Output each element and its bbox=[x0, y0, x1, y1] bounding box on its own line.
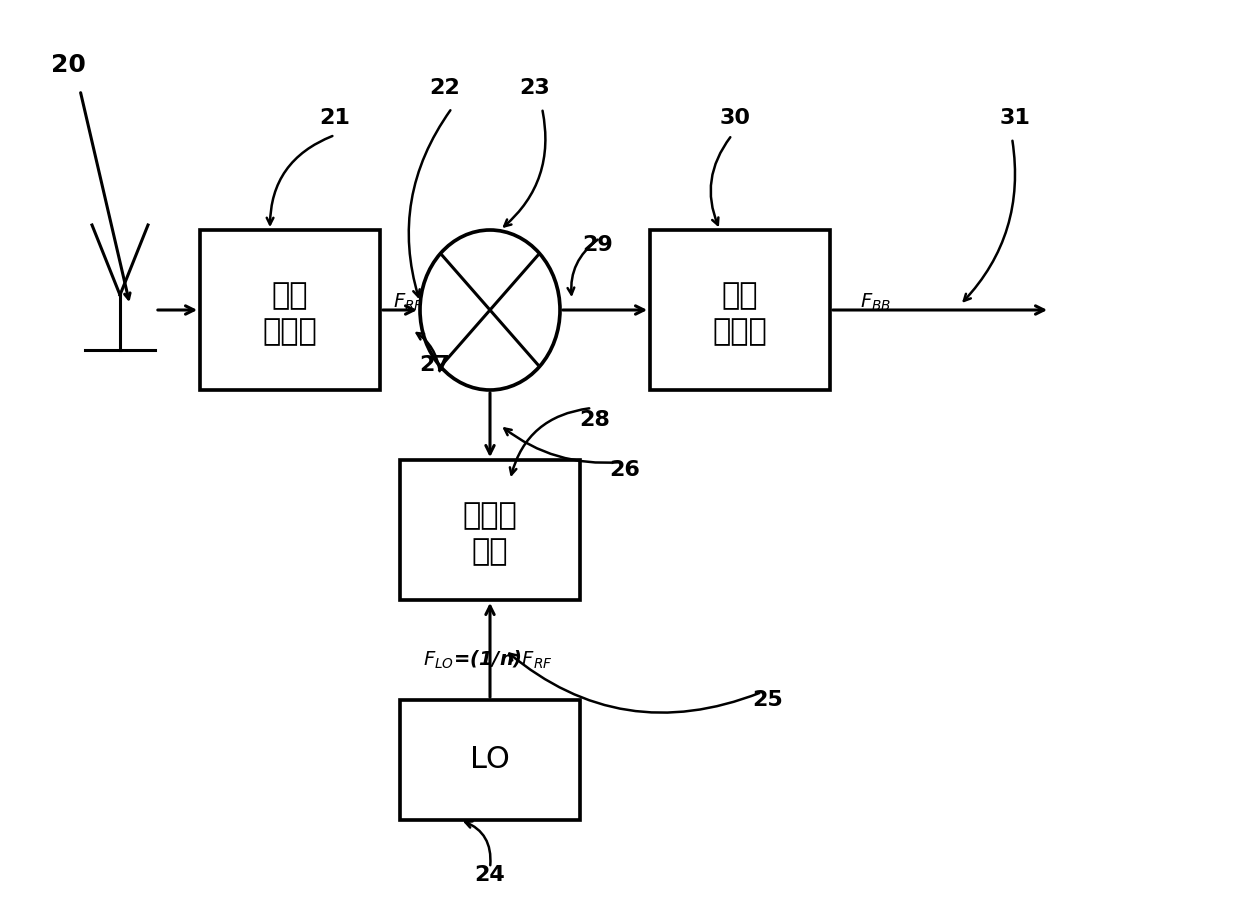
Ellipse shape bbox=[420, 230, 560, 390]
Bar bbox=[401, 460, 580, 600]
Text: 带通: 带通 bbox=[272, 282, 309, 310]
Text: 23: 23 bbox=[520, 78, 551, 98]
Text: LO: LO bbox=[470, 745, 510, 775]
Text: 基带: 基带 bbox=[722, 282, 758, 310]
Text: 电路: 电路 bbox=[471, 537, 508, 566]
Text: $F_{RF}$: $F_{RF}$ bbox=[393, 292, 423, 312]
Bar bbox=[401, 700, 580, 820]
Text: 21: 21 bbox=[320, 108, 351, 128]
Text: 22: 22 bbox=[429, 78, 460, 98]
Bar bbox=[650, 230, 830, 390]
Text: 预处理: 预处理 bbox=[463, 501, 517, 530]
Text: 29: 29 bbox=[583, 235, 614, 255]
Text: $F_{LO}$=(1/n)$F_{RF}$: $F_{LO}$=(1/n)$F_{RF}$ bbox=[423, 649, 553, 671]
Text: 26: 26 bbox=[610, 460, 640, 480]
Text: 滤波器: 滤波器 bbox=[713, 318, 768, 346]
Text: 20: 20 bbox=[51, 53, 86, 77]
Text: 25: 25 bbox=[753, 690, 784, 710]
Text: 30: 30 bbox=[719, 108, 750, 128]
Bar bbox=[200, 230, 379, 390]
Text: 31: 31 bbox=[999, 108, 1030, 128]
Text: 27: 27 bbox=[419, 355, 450, 375]
Text: 滤波器: 滤波器 bbox=[263, 318, 317, 346]
Text: 24: 24 bbox=[475, 865, 506, 885]
Text: 28: 28 bbox=[579, 410, 610, 430]
Text: $F_{BB}$: $F_{BB}$ bbox=[861, 292, 892, 312]
